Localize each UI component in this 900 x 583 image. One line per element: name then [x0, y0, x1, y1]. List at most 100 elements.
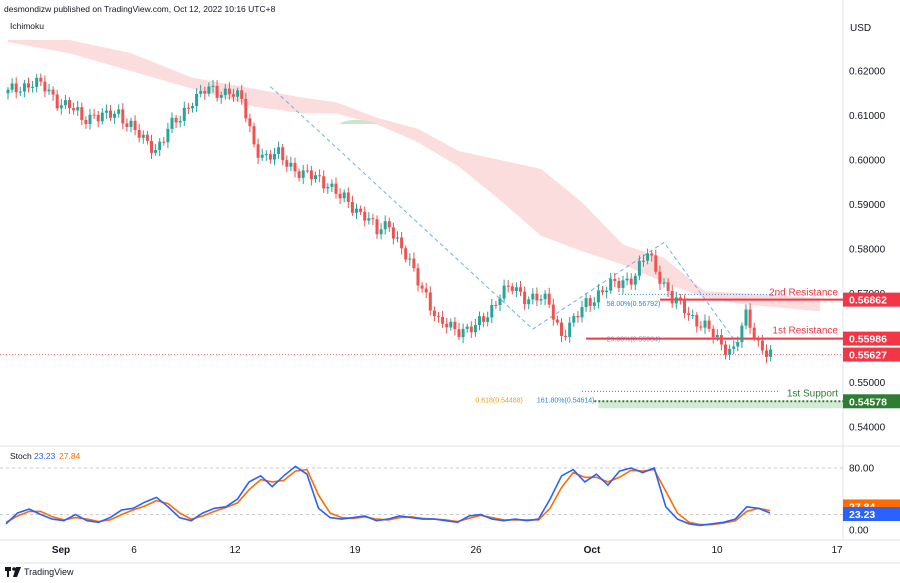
- candle-body: [695, 314, 699, 327]
- candle: [68, 97, 71, 115]
- cloud-bearish-area: [8, 40, 820, 312]
- candle-body: [539, 299, 543, 301]
- candle: [285, 155, 289, 173]
- candle-body: [104, 110, 108, 113]
- candle: [719, 329, 723, 351]
- candle: [158, 138, 162, 157]
- candle: [596, 284, 600, 309]
- candle: [588, 294, 592, 312]
- candle: [674, 291, 678, 309]
- candle: [10, 78, 14, 93]
- axis-ticks: 0.620000.610000.600000.590000.580000.570…: [52, 67, 886, 557]
- candle: [535, 287, 539, 307]
- candle-body: [330, 183, 334, 187]
- tradingview-logo-icon: [5, 567, 21, 577]
- candle: [404, 245, 408, 263]
- candle: [182, 101, 186, 126]
- candle: [223, 83, 227, 100]
- candle: [162, 137, 166, 146]
- candle: [728, 344, 732, 361]
- candle-body: [170, 117, 174, 129]
- candle: [465, 323, 469, 333]
- candle-body: [195, 93, 199, 107]
- candle: [141, 130, 145, 144]
- candle: [658, 265, 662, 290]
- candle-body: [199, 90, 203, 94]
- candle: [560, 318, 563, 343]
- candle-body: [728, 348, 732, 355]
- candle: [277, 141, 281, 159]
- candle: [437, 312, 440, 323]
- candle-body: [6, 89, 10, 94]
- candle: [539, 294, 543, 305]
- candle-body: [129, 120, 133, 127]
- candle: [264, 150, 268, 161]
- stoch-title: Stoch: [10, 451, 32, 461]
- price-tick-label: 0.54000: [849, 423, 886, 434]
- candle-body: [318, 175, 322, 177]
- candle: [51, 86, 55, 101]
- candle-body: [264, 154, 268, 156]
- candle: [174, 114, 178, 129]
- candle: [744, 304, 748, 330]
- candle: [613, 273, 617, 288]
- candle: [514, 282, 518, 298]
- candle: [416, 263, 420, 292]
- candle-body: [162, 141, 166, 143]
- candle-body: [150, 140, 153, 153]
- candle-body: [76, 107, 80, 111]
- candle: [355, 203, 358, 219]
- candle-body: [453, 321, 457, 330]
- candle: [375, 215, 379, 239]
- candle-body: [215, 85, 219, 98]
- candle-body: [642, 260, 645, 262]
- candle-body: [765, 350, 768, 357]
- candle-body: [51, 89, 55, 95]
- candle-body: [519, 287, 522, 292]
- candle: [334, 177, 338, 199]
- candle-body: [543, 293, 547, 300]
- candle: [510, 283, 514, 295]
- candle: [322, 170, 326, 193]
- candle: [490, 298, 494, 324]
- candle-body: [256, 144, 260, 158]
- candle: [428, 286, 432, 316]
- candle-body: [531, 293, 535, 300]
- candle-body: [441, 316, 445, 324]
- candle: [654, 249, 658, 275]
- candle-body: [732, 346, 736, 349]
- candle-body: [445, 323, 449, 328]
- candle: [113, 110, 117, 124]
- candle: [568, 317, 572, 343]
- candle: [703, 314, 707, 334]
- candle: [543, 290, 547, 306]
- candle: [80, 102, 84, 126]
- candle-body: [547, 293, 551, 305]
- candle: [350, 195, 354, 216]
- tag-resistance-2-bg: [843, 292, 900, 307]
- candle-body: [617, 280, 621, 288]
- candle-body: [744, 309, 748, 326]
- candle-body: [141, 134, 145, 138]
- candle: [400, 232, 404, 255]
- candle-body: [437, 316, 440, 318]
- indicator-label: Ichimoku: [10, 21, 44, 31]
- candle: [699, 321, 703, 331]
- candle-body: [400, 237, 404, 249]
- candle: [637, 255, 641, 281]
- candle: [469, 321, 473, 339]
- candle-body: [683, 299, 686, 314]
- candle-body: [326, 186, 330, 189]
- currency-label: USD: [850, 23, 871, 34]
- candle: [367, 212, 371, 225]
- fib-label-58: 58.00%(0.56792): [607, 301, 661, 308]
- candle-body: [14, 83, 18, 93]
- candle-body: [18, 91, 22, 93]
- candle: [195, 88, 199, 113]
- candle: [133, 115, 137, 136]
- candle-body: [285, 160, 289, 167]
- candle-body: [650, 253, 654, 256]
- candle: [371, 213, 375, 226]
- candle: [760, 334, 764, 354]
- candle-body: [10, 83, 14, 90]
